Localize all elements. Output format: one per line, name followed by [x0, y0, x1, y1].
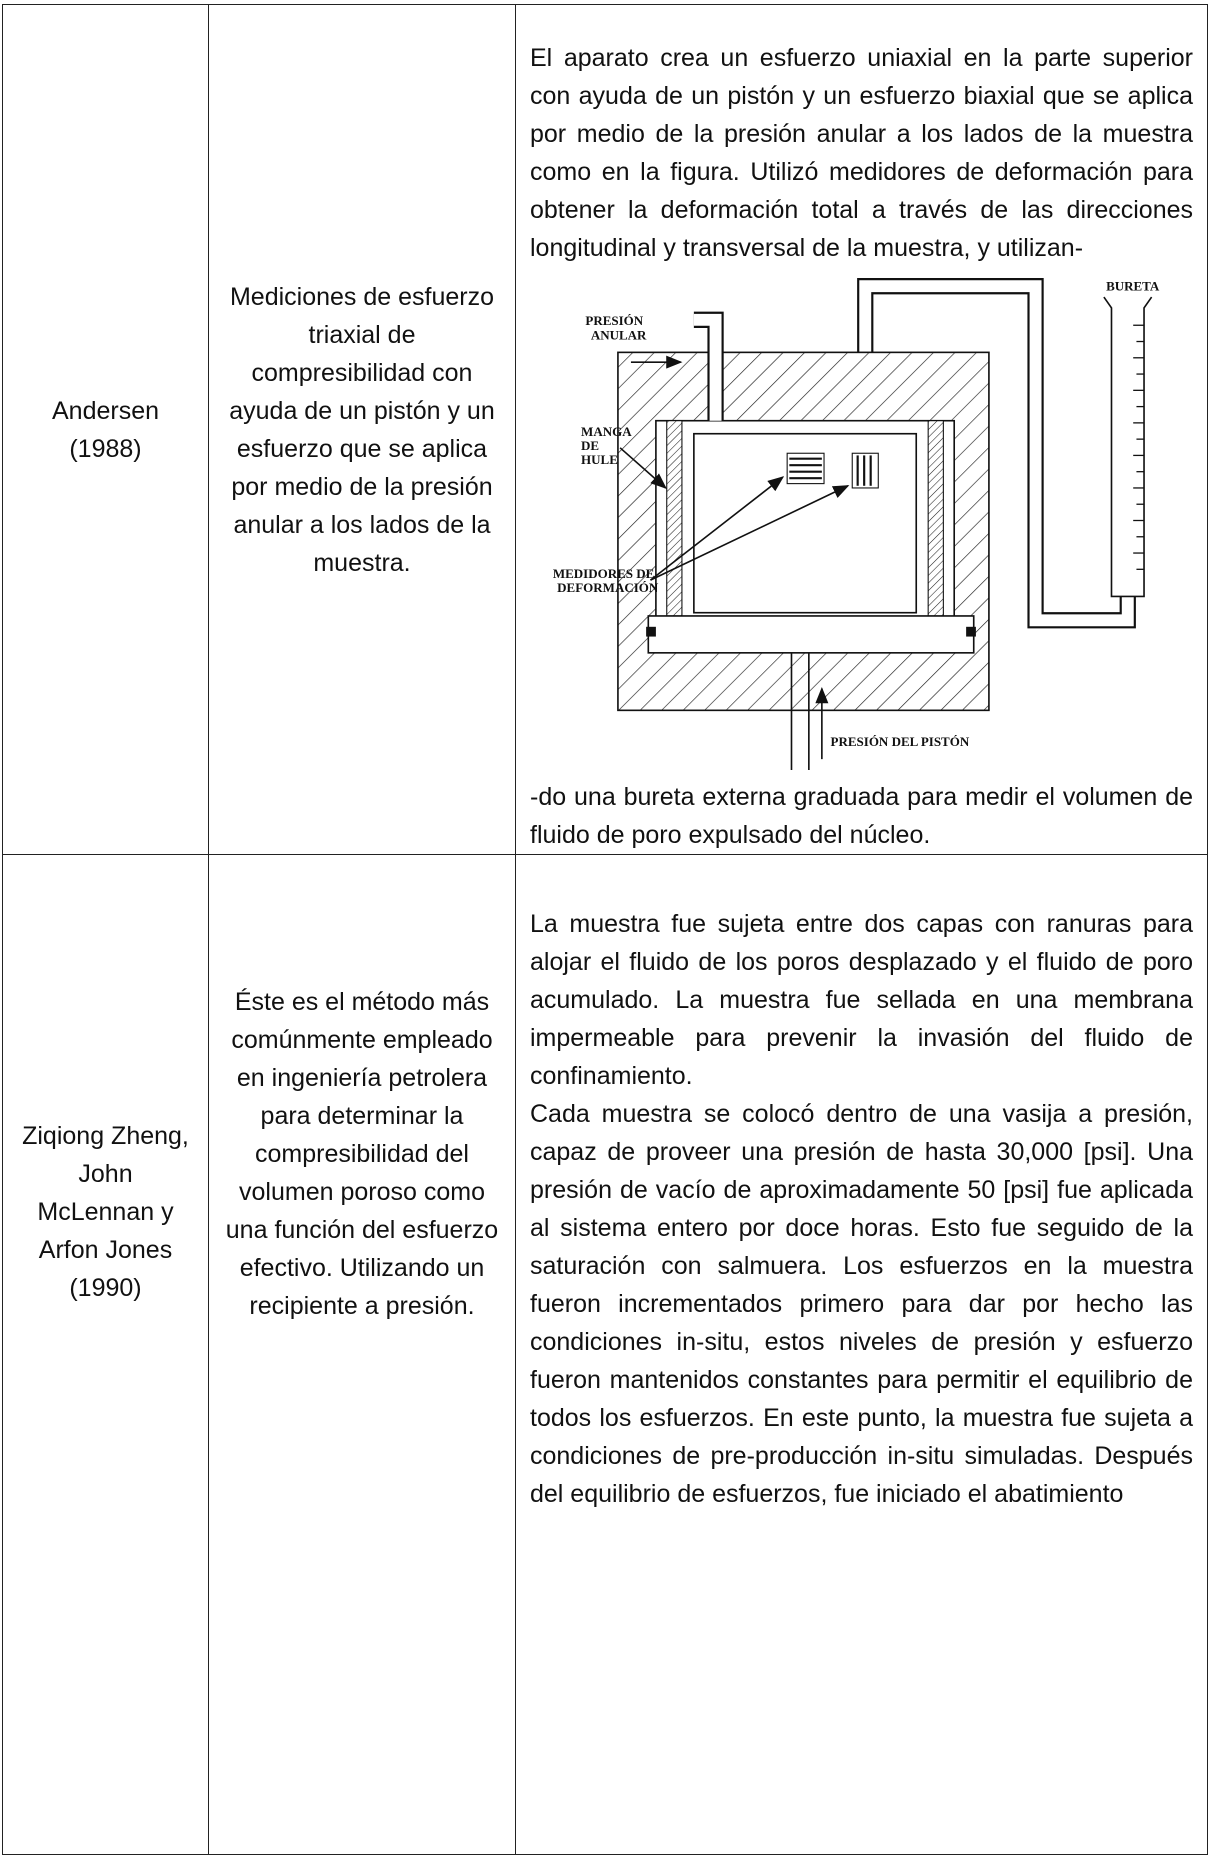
author-cell: Ziqiong Zheng, John McLennan y Arfon Jon…	[2, 854, 209, 1855]
description-text: -do una bureta externa graduada para med…	[530, 783, 1193, 849]
table-row: Ziqiong Zheng, John McLennan y Arfon Jon…	[2, 854, 1208, 1855]
description-text: El aparato crea un esfuerzo uniaxial en …	[530, 44, 1193, 262]
figure-label: MEDIDORES DE	[553, 566, 655, 581]
methods-table: Andersen (1988) Mediciones de esfuerzo t…	[2, 4, 1208, 1855]
table-row: Andersen (1988) Mediciones de esfuerzo t…	[2, 4, 1208, 855]
description-cell: El aparato crea un esfuerzo uniaxial en …	[515, 4, 1208, 855]
author-cell: Andersen (1988)	[2, 4, 209, 855]
description-text: Cada muestra se colocó dentro de una vas…	[530, 1100, 1193, 1508]
description-cell: La muestra fue sujeta entre dos capas co…	[515, 854, 1208, 1855]
figure-label: ANULAR	[591, 327, 647, 342]
method-cell: Éste es el método más comúnmente emplead…	[208, 854, 516, 1855]
page: Andersen (1988) Mediciones de esfuerzo t…	[2, 4, 1208, 1855]
figure-label: PRESIÓN DEL PISTÓN	[831, 734, 970, 749]
figure-label: DE	[581, 438, 599, 453]
figure-label: HULE	[581, 452, 618, 467]
description-text: La muestra fue sujeta entre dos capas co…	[530, 910, 1193, 1090]
figure-label: DEFORMACIÓN	[557, 580, 659, 595]
method-cell: Mediciones de esfuerzo triaxial de compr…	[208, 4, 516, 855]
figure-label: PRESIÓN	[585, 313, 643, 328]
apparatus-diagram: PRESIÓN ANULAR BURETA MANGA DE HULE MEDI…	[553, 278, 1160, 770]
figure-label: MANGA	[581, 424, 632, 439]
figure-label: BURETA	[1106, 279, 1160, 294]
